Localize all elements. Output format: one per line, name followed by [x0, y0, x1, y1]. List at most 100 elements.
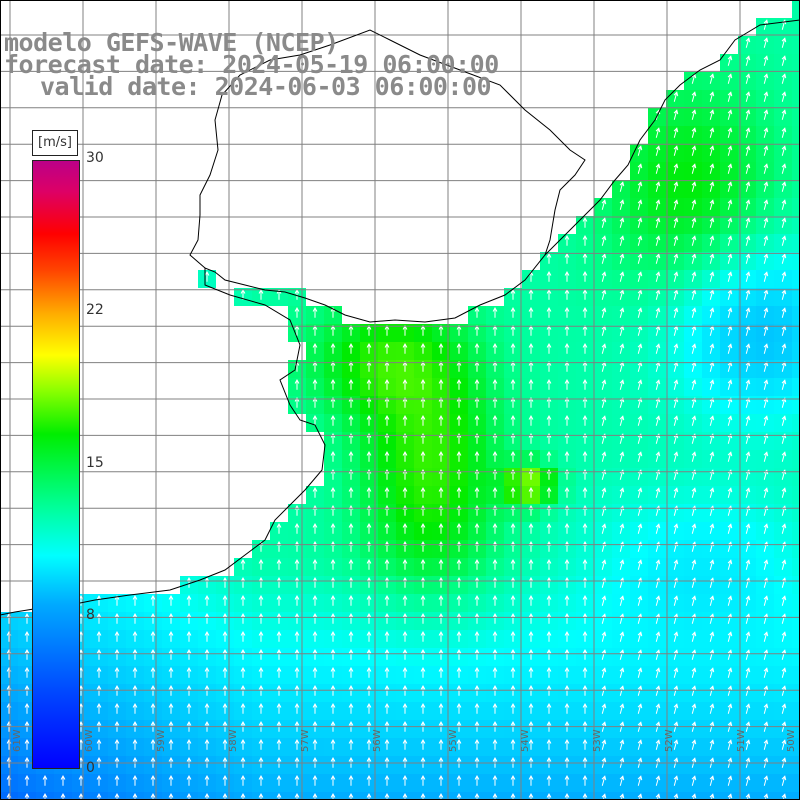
- colorbar-tick-0: 0: [86, 760, 95, 776]
- lon-label: 59W: [156, 729, 167, 752]
- wind-arrow: [474, 522, 480, 534]
- wind-arrow: [745, 181, 751, 192]
- wind-cell: [792, 36, 800, 54]
- wind-arrow: [763, 397, 769, 408]
- wind-arrow: [312, 612, 318, 624]
- wind-arrow: [673, 91, 679, 102]
- wind-arrow: [745, 631, 751, 642]
- wind-arrow: [655, 307, 661, 318]
- wind-arrow: [366, 486, 372, 498]
- wind-arrow: [132, 648, 138, 660]
- wind-arrow: [510, 738, 516, 750]
- wind-arrow: [582, 270, 588, 282]
- wind-arrow: [258, 594, 264, 606]
- wind-arrow: [528, 558, 534, 570]
- wind-arrow: [781, 217, 787, 228]
- wind-arrow: [204, 684, 210, 696]
- wind-arrow: [96, 612, 102, 624]
- wind-arrow: [402, 558, 408, 570]
- wind-arrow: [564, 774, 570, 786]
- wind-arrow: [637, 271, 643, 282]
- wind-arrow: [528, 594, 534, 606]
- wind-arrow: [745, 775, 751, 786]
- wind-arrow: [691, 199, 697, 210]
- wind-arrow: [691, 145, 697, 156]
- wind-arrow: [601, 397, 607, 408]
- wind-arrow: [258, 612, 264, 624]
- wind-arrow: [655, 667, 661, 678]
- wind-arrow: [655, 487, 661, 498]
- wind-arrow: [673, 145, 679, 156]
- wind-arrow: [294, 684, 300, 696]
- wind-cell: [792, 324, 800, 342]
- wind-arrow: [564, 576, 570, 588]
- wind-arrow: [348, 486, 354, 498]
- wind-arrow: [582, 612, 588, 624]
- wind-arrow: [691, 667, 697, 678]
- wind-arrow: [366, 522, 372, 534]
- wind-arrow: [655, 415, 661, 426]
- wind-cell: [792, 630, 800, 648]
- wind-arrow: [691, 487, 697, 498]
- wind-arrow: [601, 199, 607, 210]
- wind-arrow: [510, 702, 516, 714]
- wind-arrow: [763, 343, 769, 354]
- wind-arrow: [655, 217, 661, 228]
- wind-arrow: [222, 684, 228, 696]
- wind-arrow: [763, 739, 769, 750]
- wind-arrow: [366, 576, 372, 588]
- wind-arrow: [763, 595, 769, 606]
- wind-arrow: [709, 343, 715, 354]
- wind-arrow: [727, 73, 733, 84]
- wind-arrow: [150, 684, 156, 696]
- wind-arrow: [655, 559, 661, 570]
- wind-arrow: [384, 360, 390, 372]
- wind-arrow: [601, 235, 607, 246]
- wind-arrow: [655, 631, 661, 642]
- wind-arrow: [673, 685, 679, 696]
- wind-arrow: [474, 684, 480, 696]
- wind-arrow: [420, 378, 426, 390]
- wind-arrow: [763, 415, 769, 426]
- wind-arrow: [763, 199, 769, 210]
- wind-arrow: [402, 486, 408, 498]
- wind-arrow: [619, 271, 625, 282]
- wind-arrow: [186, 702, 192, 714]
- wind-arrow: [709, 739, 715, 750]
- wind-arrow: [727, 595, 733, 606]
- lon-label: 60W: [84, 729, 95, 752]
- wind-arrow: [528, 306, 534, 318]
- wind-arrow: [456, 576, 462, 588]
- wind-arrow: [258, 576, 264, 588]
- wind-arrow: [276, 648, 282, 660]
- wind-arrow: [384, 612, 390, 624]
- wind-arrow: [294, 306, 300, 318]
- wind-arrow: [150, 630, 156, 642]
- wind-arrow: [258, 648, 264, 660]
- wind-arrow: [348, 360, 354, 372]
- wind-arrow: [24, 684, 30, 696]
- wind-arrow: [637, 649, 643, 660]
- wind-arrow: [456, 630, 462, 642]
- wind-arrow: [510, 450, 516, 462]
- wind-arrow: [673, 199, 679, 210]
- wind-cell: [792, 144, 800, 162]
- wind-arrow: [456, 684, 462, 696]
- wind-arrow: [456, 666, 462, 678]
- wind-arrow: [564, 342, 570, 354]
- wind-arrow: [312, 702, 318, 714]
- wind-arrow: [24, 630, 30, 642]
- wind-arrow: [204, 630, 210, 642]
- wind-arrow: [114, 594, 120, 606]
- wind-arrow: [601, 667, 607, 678]
- wind-arrow: [727, 217, 733, 228]
- wind-arrow: [510, 576, 516, 588]
- wind-arrow: [763, 649, 769, 660]
- wind-arrow: [528, 576, 534, 588]
- wind-arrow: [132, 738, 138, 750]
- wind-arrow: [222, 738, 228, 750]
- wind-arrow: [114, 738, 120, 750]
- wind-arrow: [637, 631, 643, 642]
- wind-arrow: [510, 396, 516, 408]
- wind-cell: [792, 54, 800, 72]
